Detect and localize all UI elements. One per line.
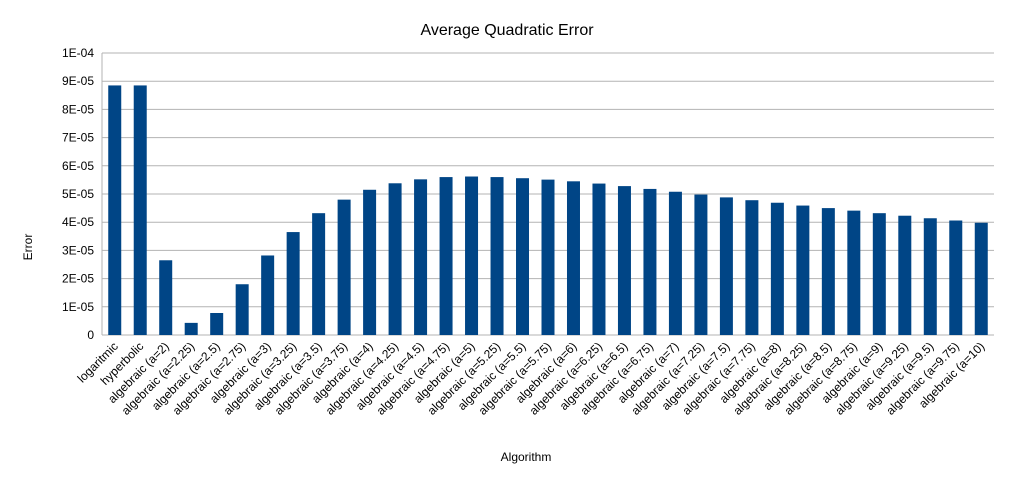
y-tick-label: 2E-05 (62, 272, 94, 286)
bar (388, 183, 402, 335)
y-axis-label: Error (21, 234, 35, 261)
bar (337, 199, 351, 335)
y-tick-label: 0 (87, 328, 94, 342)
bar (286, 232, 300, 335)
bar (133, 85, 147, 336)
bar (872, 213, 886, 335)
bar (821, 208, 835, 335)
y-tick-label: 3E-05 (62, 243, 94, 257)
bar (566, 181, 580, 335)
bar (465, 176, 479, 335)
bar (312, 213, 326, 335)
bar (643, 188, 657, 335)
y-tick-label: 6E-05 (62, 159, 94, 173)
bar (541, 179, 555, 335)
y-tick-labels: 0 1E-05 2E-05 3E-05 4E-05 5E-05 6E-05 7E-05 8E-0… (62, 46, 94, 342)
chart-title: Average Quadratic Error (420, 22, 594, 39)
bar (108, 85, 122, 336)
bar (439, 177, 453, 335)
bar (745, 200, 759, 335)
bar (159, 260, 173, 335)
bar (796, 205, 810, 335)
y-tick-label: 4E-05 (62, 215, 94, 229)
y-tick-label: 7E-05 (62, 131, 94, 145)
bar (949, 220, 963, 335)
bar (719, 197, 733, 335)
bar (592, 183, 606, 335)
y-tick-label: 9E-05 (62, 74, 94, 88)
bar (898, 215, 912, 335)
bar (261, 255, 275, 335)
bar (490, 177, 504, 335)
bar (363, 189, 377, 335)
bar (694, 194, 708, 335)
bar (235, 284, 249, 335)
bar (210, 313, 224, 335)
bar (668, 191, 682, 335)
bars (108, 85, 988, 336)
bar (184, 322, 198, 335)
bar (516, 178, 530, 335)
bar (617, 186, 631, 335)
y-tick-label: 8E-05 (62, 102, 94, 116)
bar (770, 202, 784, 335)
y-tick-label: 1E-05 (62, 300, 94, 314)
bar (847, 210, 861, 335)
y-tick-label: 5E-05 (62, 187, 94, 201)
y-tick-label: 1E-04 (62, 46, 94, 60)
bar (974, 222, 988, 335)
bar (414, 179, 428, 335)
bar (923, 218, 937, 335)
x-axis-label: Algorithm (501, 450, 552, 464)
